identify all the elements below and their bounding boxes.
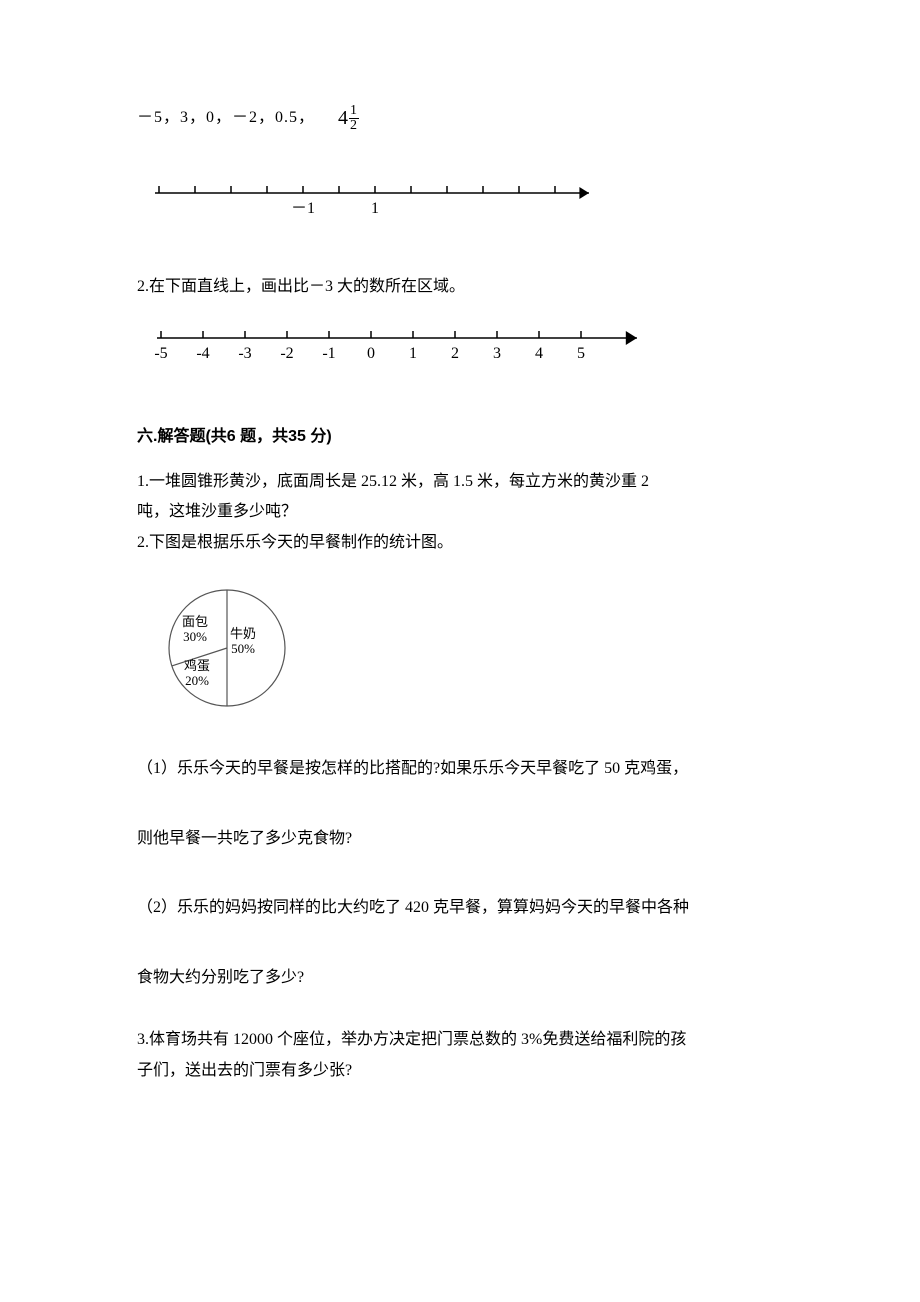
- svg-text:1: 1: [371, 200, 379, 217]
- s6-q1-line1: 1.一堆圆锥形黄沙，底面周长是 25.12 米，高 1.5 米，每立方米的黄沙重…: [137, 468, 783, 497]
- q1-numbers: －5，3，0，－2，0.5，: [137, 109, 315, 126]
- svg-text:-2: -2: [280, 345, 293, 362]
- svg-text:-1: -1: [322, 345, 335, 362]
- svg-text:3: 3: [493, 345, 501, 362]
- section-6-heading: 六.解答题(共6 题，共35 分): [137, 422, 783, 446]
- svg-text:1: 1: [409, 345, 417, 362]
- q1-numberline: －1 1: [137, 173, 783, 223]
- numberline-1-svg: －1 1: [137, 173, 597, 223]
- page: －5，3，0，－2，0.5， 412 －11 2.在下面直线上，画出比－3 大的…: [0, 0, 920, 1146]
- svg-text:0: 0: [367, 345, 375, 362]
- pie-chart: 面包30% 牛奶50% 鸡蛋20%: [155, 578, 783, 718]
- s6-q1-line2: 吨，这堆沙重多少吨？: [137, 498, 783, 527]
- svg-text:面包: 面包: [182, 614, 208, 629]
- svg-text:－1: －1: [291, 200, 315, 217]
- svg-text:4: 4: [535, 345, 543, 362]
- svg-text:2: 2: [451, 345, 459, 362]
- s6-q3-line2: 子们，送出去的门票有多少张?: [137, 1057, 783, 1086]
- svg-text:牛奶: 牛奶: [230, 626, 256, 641]
- pie-svg: 面包30% 牛奶50% 鸡蛋20%: [155, 578, 305, 718]
- s6-q2-intro: 2.下图是根据乐乐今天的早餐制作的统计图。: [137, 529, 783, 558]
- svg-text:-4: -4: [196, 345, 209, 362]
- svg-text:鸡蛋: 鸡蛋: [184, 658, 210, 673]
- q2-numberline: -5 -4 -3 -2 -1 0 1 2 3 4 5: [137, 320, 783, 370]
- svg-text:-3: -3: [238, 345, 251, 362]
- s6-q2-part2a: （2）乐乐的妈妈按同样的比大约吃了 420 克早餐，算算妈妈今天的早餐中各种: [137, 887, 783, 929]
- frac: 12: [349, 104, 359, 133]
- frac-whole: 4: [338, 107, 349, 129]
- numberline-2-svg: -5 -4 -3 -2 -1 0 1 2 3 4 5: [137, 320, 647, 370]
- s6-q2-part1a: （1）乐乐今天的早餐是按怎样的比搭配的?如果乐乐今天早餐吃了 50 克鸡蛋，: [137, 748, 783, 790]
- q1-mixed-fraction: 412: [338, 104, 359, 133]
- s6-q2-part2b: 食物大约分别吃了多少?: [137, 957, 783, 999]
- svg-text:-5: -5: [154, 345, 167, 362]
- q2-text: 2.在下面直线上，画出比－3 大的数所在区域。: [137, 273, 783, 302]
- s6-q3-line1: 3.体育场共有 12000 个座位，举办方决定把门票总数的 3%免费送给福利院的…: [137, 1026, 783, 1055]
- s6-q2-part1b: 则他早餐一共吃了多少克食物?: [137, 818, 783, 860]
- frac-num: 1: [349, 104, 359, 119]
- q1-number-list: －5，3，0，－2，0.5， 412: [137, 103, 783, 133]
- svg-text:30%: 30%: [183, 629, 207, 644]
- frac-den: 2: [349, 119, 359, 133]
- svg-text:5: 5: [577, 345, 585, 362]
- svg-text:20%: 20%: [185, 673, 209, 688]
- svg-text:50%: 50%: [231, 641, 255, 656]
